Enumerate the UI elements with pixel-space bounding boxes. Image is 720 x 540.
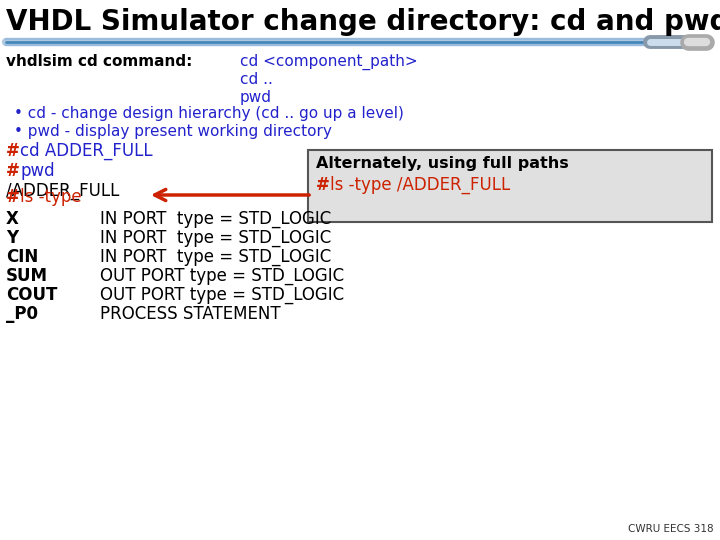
- Text: OUT PORT type = STD_LOGIC: OUT PORT type = STD_LOGIC: [100, 267, 344, 285]
- Text: OUT PORT type = STD_LOGIC: OUT PORT type = STD_LOGIC: [100, 286, 344, 304]
- Text: pwd: pwd: [240, 90, 272, 105]
- Text: #: #: [6, 142, 20, 160]
- Text: • cd - change design hierarchy (cd .. go up a level): • cd - change design hierarchy (cd .. go…: [14, 106, 404, 121]
- Text: IN PORT  type = STD_LOGIC: IN PORT type = STD_LOGIC: [100, 229, 331, 247]
- Text: cd ..: cd ..: [240, 72, 273, 87]
- Text: IN PORT  type = STD_LOGIC: IN PORT type = STD_LOGIC: [100, 210, 331, 228]
- Text: CWRU EECS 318: CWRU EECS 318: [629, 524, 714, 534]
- Text: Y: Y: [6, 229, 18, 247]
- Text: IN PORT  type = STD_LOGIC: IN PORT type = STD_LOGIC: [100, 248, 331, 266]
- Text: cd ADDER_FULL: cd ADDER_FULL: [20, 142, 153, 160]
- Text: PROCESS STATEMENT: PROCESS STATEMENT: [100, 305, 281, 323]
- Text: cd <component_path>: cd <component_path>: [240, 54, 418, 70]
- Text: #: #: [6, 162, 20, 180]
- Text: #: #: [316, 176, 330, 194]
- Text: Alternately, using full paths: Alternately, using full paths: [316, 156, 569, 171]
- Text: • pwd - display present working directory: • pwd - display present working director…: [14, 124, 332, 139]
- Text: ls -type: ls -type: [20, 188, 81, 206]
- Text: COUT: COUT: [6, 286, 58, 304]
- Text: SUM: SUM: [6, 267, 48, 285]
- Text: VHDL Simulator change directory: cd and pwd: VHDL Simulator change directory: cd and …: [6, 8, 720, 36]
- Text: pwd: pwd: [20, 162, 55, 180]
- Text: _P0: _P0: [6, 305, 38, 323]
- Text: vhdlsim cd command:: vhdlsim cd command:: [6, 54, 192, 69]
- Text: /ADDER_FULL: /ADDER_FULL: [6, 182, 120, 200]
- Text: CIN: CIN: [6, 248, 38, 266]
- Text: X: X: [6, 210, 19, 228]
- Text: ls -type /ADDER_FULL: ls -type /ADDER_FULL: [330, 176, 510, 194]
- Text: #: #: [6, 188, 20, 206]
- FancyBboxPatch shape: [308, 150, 712, 222]
